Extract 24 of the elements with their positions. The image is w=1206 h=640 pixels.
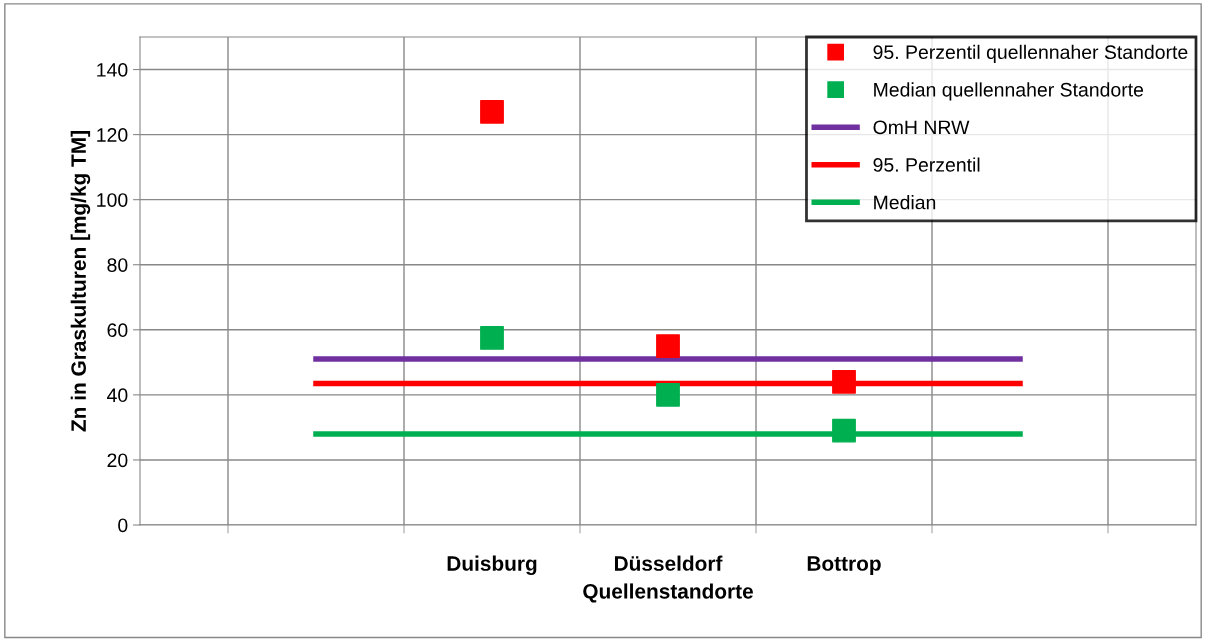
y-tick-label: 0: [118, 518, 128, 533]
legend-label: 95. Perzentil quellennaher Standorte: [873, 44, 1188, 63]
point: [832, 369, 856, 394]
point: [480, 326, 504, 350]
point: [656, 382, 680, 407]
x-tick-label: Düsseldorf: [614, 555, 723, 571]
legend-label: OmH NRW: [873, 120, 970, 135]
y-axis-title: Zn in Graskulturen [mg/kg TM]: [70, 131, 91, 432]
x-axis-title: Quellenstandorte: [583, 583, 753, 603]
y-tick-label: 60: [107, 323, 128, 338]
x-tick-label: Duisburg: [447, 555, 537, 576]
y-tick-label: 80: [107, 258, 128, 272]
point: [832, 418, 856, 443]
y-tick-label: 120: [97, 128, 128, 142]
legend-label: 95. Perzentil: [873, 157, 980, 172]
x-tick-label: Bottrop: [807, 556, 881, 575]
legend-label: Median: [874, 195, 936, 210]
legend-label: Median quellennaher Standorte: [874, 82, 1144, 101]
y-tick-label: 40: [107, 388, 128, 403]
point: [656, 334, 680, 358]
y-tick-label: 140: [97, 63, 128, 77]
y-tick-label: 100: [97, 193, 128, 207]
y-tick-label: 20: [107, 453, 128, 468]
point: [480, 99, 504, 124]
